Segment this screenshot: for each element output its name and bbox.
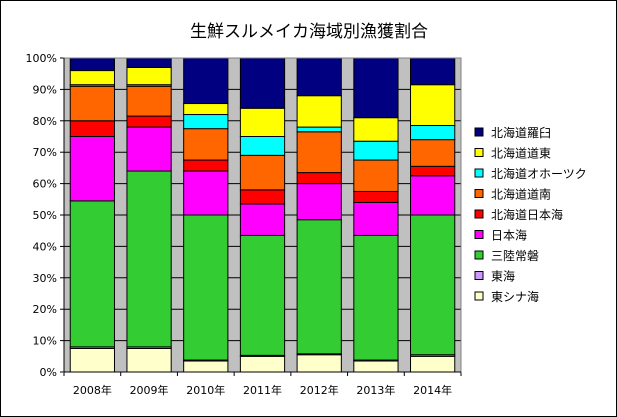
legend-label: 北海道オホーツク [491, 166, 587, 181]
bar-segment [296, 131, 342, 174]
y-tick-label: 30% [33, 272, 57, 285]
y-tick-label: 20% [33, 303, 57, 316]
y-tick-label: 0% [40, 366, 57, 379]
x-tick-label: 2009年 [130, 383, 169, 397]
legend-label: 北海道羅臼 [491, 125, 551, 140]
bar-segment [69, 57, 115, 72]
legend-swatch [474, 148, 484, 157]
bar-segment [69, 85, 115, 122]
y-tick-label: 40% [33, 240, 57, 253]
legend-label: 東海 [491, 269, 515, 284]
bar-segment [183, 214, 229, 361]
x-tick-label: 2010年 [186, 383, 225, 397]
legend-swatch [474, 168, 484, 178]
bar-segment [239, 189, 286, 205]
bar-segment [410, 355, 456, 373]
legend-swatch [474, 209, 484, 219]
bar-segment [239, 203, 286, 236]
y-tick-label: 50% [33, 209, 57, 222]
bar-segment [239, 154, 286, 191]
bar-segment [183, 57, 229, 105]
legend-label: 日本海 [491, 228, 527, 243]
bar-segment [239, 136, 286, 156]
bar-segment [296, 183, 342, 221]
legend-swatch [474, 250, 484, 260]
chart-title: 生鮮スルメイカ海域別漁獲割合 [190, 22, 428, 42]
bar-segment [69, 200, 115, 348]
bar-segment [183, 114, 229, 130]
bar-segment [353, 360, 399, 373]
bar-segment [296, 219, 342, 355]
bar-segment [410, 214, 456, 356]
bar-segment [353, 140, 399, 161]
bar-segment [410, 57, 456, 86]
legend-swatch [474, 189, 484, 198]
legend-label: 北海道道南 [491, 187, 551, 202]
legend-label: 北海道日本海 [491, 207, 563, 222]
legend-swatch [474, 291, 484, 301]
bar-segment [353, 201, 399, 236]
bars [69, 57, 456, 373]
legend-swatch [474, 271, 484, 280]
x-tick-label: 2014年 [413, 383, 452, 397]
bar-segment [126, 85, 172, 117]
bar-segment [126, 66, 172, 86]
bar-segment [69, 70, 115, 86]
bar-segment [69, 120, 115, 138]
x-tick-label: 2012年 [300, 383, 339, 397]
bar-segment [296, 126, 342, 133]
y-tick-label: 80% [33, 115, 57, 128]
bar-segment [410, 125, 456, 141]
bar-segment [126, 347, 172, 373]
bar-segment [239, 355, 286, 373]
y-tick-label: 10% [33, 335, 57, 348]
legend-swatch [474, 230, 484, 239]
y-tick-label: 70% [33, 146, 57, 159]
x-tick-label: 2008年 [73, 383, 112, 397]
bar-segment [353, 57, 399, 119]
bar-segment [126, 170, 172, 348]
bar-segment [239, 107, 286, 137]
bar-segment [126, 57, 172, 68]
bar-segment [126, 126, 172, 172]
legend-swatch [474, 127, 484, 137]
bar-segment [296, 354, 342, 373]
bar-segment [183, 103, 229, 116]
legend-label: 三陸常磐 [491, 249, 539, 263]
y-tick-label: 100% [26, 52, 57, 65]
bar-segment [69, 347, 115, 373]
bar-segment [353, 190, 399, 203]
bar-segment [296, 172, 342, 185]
bar-segment [183, 159, 229, 172]
y-tick-label: 90% [33, 83, 57, 96]
x-tick-label: 2011年 [243, 383, 282, 397]
bar-segment [296, 95, 342, 128]
bar-segment [126, 115, 172, 128]
legend-label: 北海道道東 [491, 146, 551, 161]
bar-segment [69, 136, 115, 202]
bar-segment [183, 128, 229, 161]
bar-segment [296, 57, 342, 97]
bar-segment [183, 360, 229, 373]
axes: 0% 10% 20% 30% 40% 50% 60% 70% 80% 90% 100% 2008年 20… [26, 52, 462, 397]
bar-segment [239, 234, 286, 356]
bar-segment [239, 57, 286, 109]
bar-segment [410, 139, 456, 167]
x-tick-label: 2013年 [356, 383, 395, 397]
legend: 北海道羅臼北海道道東北海道オホーツク北海道道南北海道日本海日本海三陸常磐東海東シ… [474, 125, 587, 304]
legend-label: 東シナ海 [491, 289, 539, 304]
bar-segment [353, 117, 399, 142]
bar-segment [353, 234, 399, 361]
bar-segment [410, 165, 456, 177]
bar-segment [183, 170, 229, 216]
bar-segment [410, 175, 456, 216]
bar-segment [410, 84, 456, 127]
y-tick-label: 60% [33, 178, 57, 191]
bar-segment [353, 159, 399, 192]
